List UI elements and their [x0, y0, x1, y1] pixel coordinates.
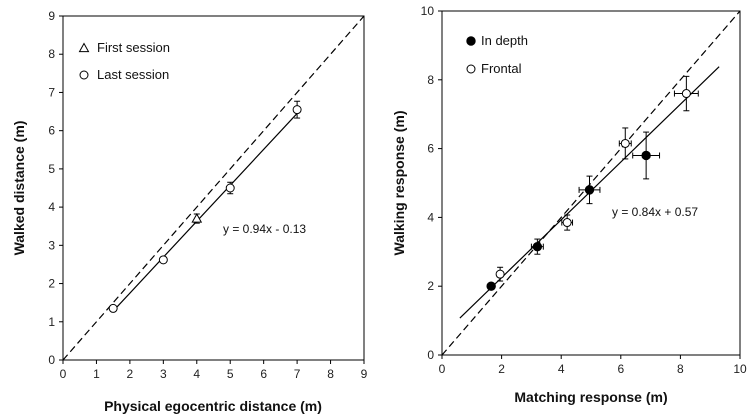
legend-in-depth-marker — [466, 36, 476, 46]
right-x-tick-label: 2 — [498, 362, 505, 376]
left-fit-line — [112, 113, 298, 312]
left-x-tick-label: 9 — [361, 367, 368, 381]
right-plot-area — [441, 10, 741, 356]
left-x-axis-label: Physical egocentric distance (m) — [104, 398, 322, 414]
legend-marker-symbol — [79, 70, 89, 80]
right-x-tick-label: 4 — [558, 362, 565, 376]
data-point — [486, 281, 496, 291]
right-fit-equation: y = 0.84x + 0.57 — [612, 205, 698, 219]
left-x-tick-label: 4 — [193, 367, 200, 381]
data-point — [292, 105, 302, 115]
legend-marker-symbol — [466, 64, 476, 74]
left-y-tick-label: 3 — [48, 238, 55, 252]
right-legend: In depth Frontal — [466, 33, 528, 76]
left-y-tick-label: 9 — [48, 9, 55, 23]
right-y-tick-label: 6 — [427, 142, 434, 156]
legend-frontal-marker — [466, 64, 476, 74]
left-x-ticks: 0 1 2 3 4 5 6 7 8 9 — [60, 360, 368, 381]
left-plot-frame — [62, 15, 365, 361]
right-y-axis-label: Walking response (m) — [391, 111, 407, 256]
right-y-tick-label: 2 — [427, 279, 434, 293]
left-x-tick-label: 3 — [160, 367, 167, 381]
right-x-tick-label: 10 — [733, 362, 747, 376]
data-point — [225, 183, 235, 193]
left-y-tick-label: 4 — [48, 200, 55, 214]
left-y-tick-label: 1 — [48, 315, 55, 329]
left-panel: 0 1 2 3 4 5 6 7 8 9 0 1 2 3 4 5 6 7 8 9 Physical egocentri… — [11, 9, 368, 414]
data-point — [495, 269, 505, 279]
right-identity-line — [441, 10, 741, 356]
left-x-tick-label: 6 — [260, 367, 267, 381]
legend-first-session-marker — [78, 42, 90, 53]
left-x-tick-label: 5 — [227, 367, 234, 381]
data-point — [562, 218, 572, 228]
right-y-tick-label: 4 — [427, 210, 434, 224]
legend-marker-symbol — [78, 42, 90, 53]
left-y-tick-label: 0 — [48, 353, 55, 367]
right-x-tick-label: 0 — [439, 362, 446, 376]
data-point — [158, 255, 168, 265]
left-y-axis-label: Walked distance (m) — [11, 121, 27, 256]
legend-first-session-label: First session — [97, 40, 170, 55]
right-y-ticks: 0 2 4 6 8 10 — [421, 4, 442, 362]
data-point — [191, 213, 203, 223]
left-fit-equation: y = 0.94x - 0.13 — [223, 222, 306, 236]
left-y-tick-label: 8 — [48, 47, 55, 61]
left-y-tick-label: 7 — [48, 85, 55, 99]
right-y-tick-label: 10 — [421, 4, 435, 18]
right-x-axis-label: Matching response (m) — [514, 389, 667, 405]
left-x-tick-label: 0 — [60, 367, 67, 381]
legend-frontal-label: Frontal — [481, 61, 522, 76]
left-y-tick-label: 2 — [48, 277, 55, 291]
data-point — [108, 303, 118, 313]
right-panel: 0 2 4 6 8 10 0 2 4 6 8 10 Matching response (m) Wa… — [391, 4, 747, 405]
right-y-tick-label: 0 — [427, 348, 434, 362]
left-legend: First session Last session — [78, 40, 170, 82]
left-x-tick-label: 2 — [127, 367, 134, 381]
right-y-tick-label: 8 — [427, 73, 434, 87]
right-x-ticks: 0 2 4 6 8 10 — [439, 355, 747, 376]
legend-marker-symbol — [466, 36, 476, 46]
legend-last-session-marker — [79, 70, 89, 80]
legend-last-session-label: Last session — [97, 67, 169, 82]
legend-in-depth-label: In depth — [481, 33, 528, 48]
left-plot-area — [62, 15, 365, 361]
data-point — [620, 138, 630, 148]
data-point — [641, 150, 651, 161]
right-x-tick-label: 6 — [617, 362, 624, 376]
left-x-tick-label: 8 — [327, 367, 334, 381]
left-identity-line — [62, 15, 365, 361]
left-x-tick-label: 1 — [93, 367, 100, 381]
left-y-tick-label: 5 — [48, 162, 55, 176]
left-y-ticks: 0 1 2 3 4 5 6 7 8 9 — [48, 9, 63, 367]
data-point — [681, 89, 691, 99]
right-x-tick-label: 8 — [677, 362, 684, 376]
left-y-tick-label: 6 — [48, 124, 55, 138]
right-plot-frame — [441, 10, 741, 356]
left-x-tick-label: 7 — [294, 367, 301, 381]
data-point — [584, 185, 595, 195]
data-point — [532, 241, 543, 252]
